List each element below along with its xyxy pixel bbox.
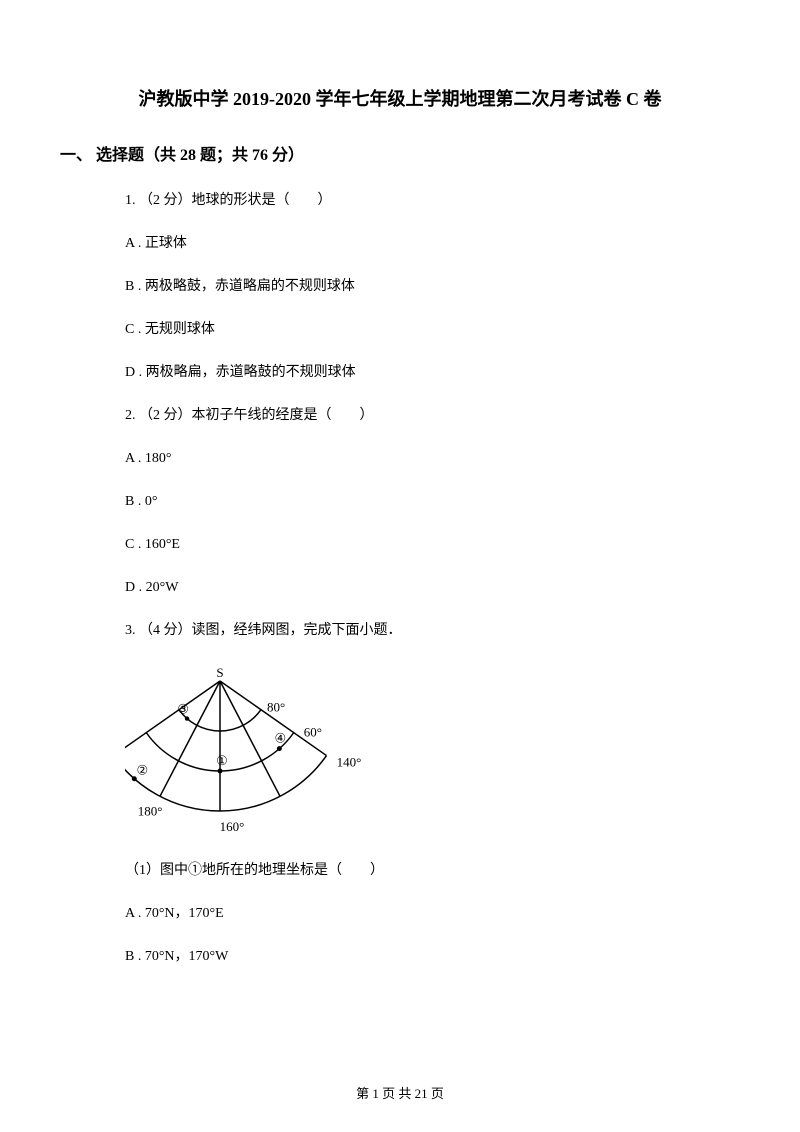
question-2: 2. （2 分）本初子午线的经度是（ ） [125, 405, 710, 426]
q1-option-b: B . 两极略鼓，赤道略扁的不规则球体 [125, 276, 710, 297]
page-footer: 第 1 页 共 21 页 [0, 1083, 800, 1102]
question-1: 1. （2 分）地球的形状是（ ） [125, 190, 710, 211]
q3-option-a: A . 70°N，170°E [125, 903, 710, 924]
svg-text:①: ① [216, 753, 228, 768]
section-header: 一、 选择题（共 28 题；共 76 分） [60, 141, 710, 165]
q1-option-a: A . 正球体 [125, 233, 710, 254]
svg-text:60°: 60° [304, 725, 322, 740]
svg-text:④: ④ [275, 731, 287, 746]
q2-option-a: A . 180° [125, 448, 710, 469]
svg-text:180°: 180° [138, 804, 163, 819]
latitude-longitude-figure: S80°60°160°180°160°140°③①②④ [125, 663, 710, 838]
q3-sub-1: （1）图中①地所在的地理坐标是（ ） [125, 860, 710, 881]
q1-option-c: C . 无规则球体 [125, 319, 710, 340]
svg-text:S: S [216, 665, 223, 680]
geo-diagram-svg: S80°60°160°180°160°140°③①②④ [125, 663, 365, 838]
page-title: 沪教版中学 2019-2020 学年七年级上学期地理第二次月考试卷 C 卷 [90, 85, 710, 111]
svg-text:80°: 80° [267, 700, 285, 715]
q2-option-c: C . 160°E [125, 534, 710, 555]
q2-option-b: B . 0° [125, 491, 710, 512]
svg-text:160°: 160° [220, 819, 245, 834]
q3-option-b: B . 70°N，170°W [125, 946, 710, 967]
svg-text:140°: 140° [337, 754, 362, 769]
q1-option-d: D . 两极略扁，赤道略鼓的不规则球体 [125, 362, 710, 383]
q2-option-d: D . 20°W [125, 577, 710, 598]
question-3: 3. （4 分）读图，经纬网图，完成下面小题． [125, 620, 710, 641]
svg-text:②: ② [136, 763, 148, 778]
svg-text:③: ③ [177, 702, 189, 717]
